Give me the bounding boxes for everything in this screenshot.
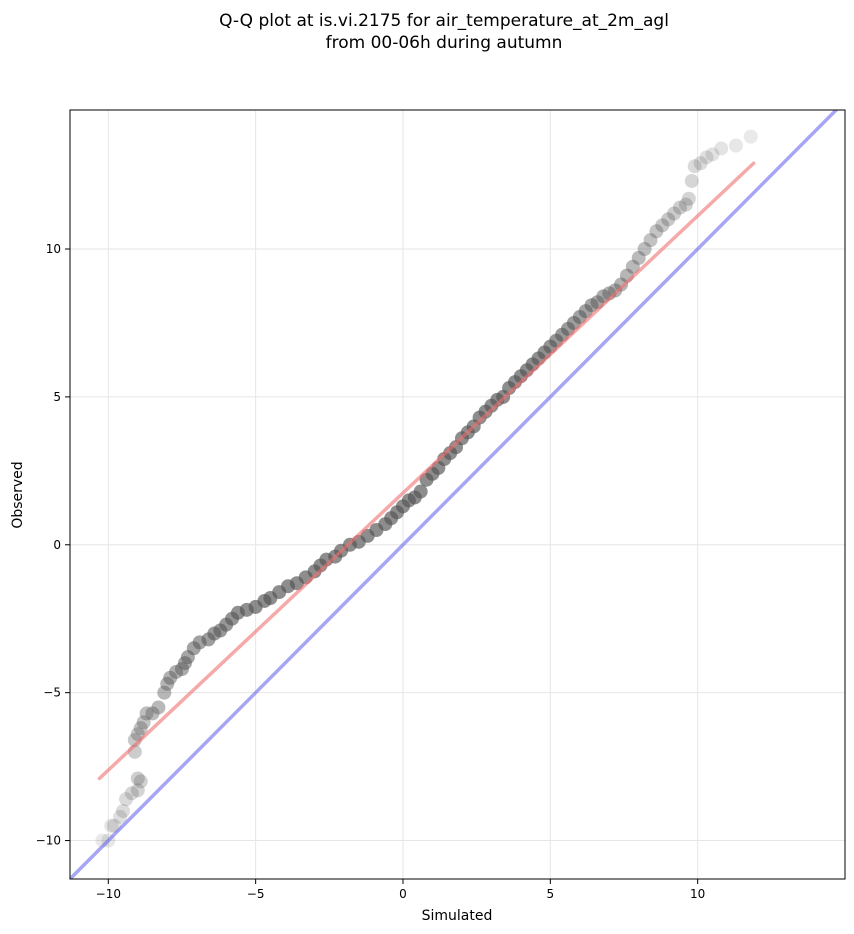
quantile-point: [705, 147, 720, 162]
quantile-point: [614, 277, 629, 292]
quantile-point: [133, 774, 148, 789]
x-axis-ticks: −10 −5 0 5 10: [96, 879, 705, 901]
quantile-point: [104, 818, 119, 833]
x-tick-label: −5: [247, 887, 265, 901]
quantile-point: [714, 141, 729, 156]
chart-title-line1: Q-Q plot at is.vi.2175 for air_temperatu…: [219, 11, 669, 31]
quantile-point: [637, 242, 652, 257]
quantile-point: [145, 706, 160, 721]
y-tick-label: −10: [36, 834, 61, 848]
quantile-point: [169, 664, 184, 679]
quantile-point: [136, 715, 151, 730]
y-axis-label: Observed: [10, 461, 26, 528]
grid: [70, 110, 845, 879]
quantile-point: [672, 200, 687, 215]
reference-lines: [70, 110, 839, 879]
y-tick-label: 10: [46, 242, 61, 256]
quantile-point: [130, 771, 145, 786]
quantile-point: [678, 197, 693, 212]
quantile-point: [655, 218, 670, 233]
y-axis-ticks: −10 −5 0 5 10: [36, 242, 70, 848]
quantile-point: [157, 685, 172, 700]
y-tick-label: −5: [43, 686, 61, 700]
quantile-point: [693, 156, 708, 171]
quantile-point: [118, 792, 133, 807]
x-tick-label: 0: [399, 887, 407, 901]
quantile-points: [95, 129, 758, 848]
quantile-point: [687, 159, 702, 174]
identity-line: [70, 110, 839, 879]
quantile-point: [413, 484, 428, 499]
quantile-point: [728, 138, 743, 153]
y-tick-label: 0: [53, 538, 61, 552]
x-tick-label: −10: [96, 887, 121, 901]
quantile-point: [631, 250, 646, 265]
quantile-point: [151, 700, 166, 715]
quantile-point: [743, 129, 758, 144]
x-tick-label: 5: [547, 887, 555, 901]
quantile-point: [643, 233, 658, 248]
quantile-point: [699, 150, 714, 165]
quantile-point: [684, 173, 699, 188]
chart-title-line2: from 00-06h during autumn: [326, 33, 563, 53]
quantile-point: [116, 803, 131, 818]
quantile-point: [139, 706, 154, 721]
quantile-point: [681, 191, 696, 206]
plot-frame: [69, 109, 846, 880]
quantile-point: [661, 212, 676, 227]
x-axis-label: Simulated: [422, 908, 493, 924]
x-tick-label: 10: [690, 887, 705, 901]
quantile-point: [124, 786, 139, 801]
quantile-point: [608, 283, 623, 298]
quantile-point: [625, 259, 640, 274]
quantile-point: [113, 809, 128, 824]
quantile-point: [130, 783, 145, 798]
quantile-point: [160, 676, 175, 691]
quantile-point: [667, 206, 682, 221]
y-tick-label: 5: [53, 390, 61, 404]
quantile-point: [133, 721, 148, 736]
quantile-point: [163, 670, 178, 685]
quantile-point: [649, 224, 664, 239]
fit-line: [97, 161, 756, 781]
